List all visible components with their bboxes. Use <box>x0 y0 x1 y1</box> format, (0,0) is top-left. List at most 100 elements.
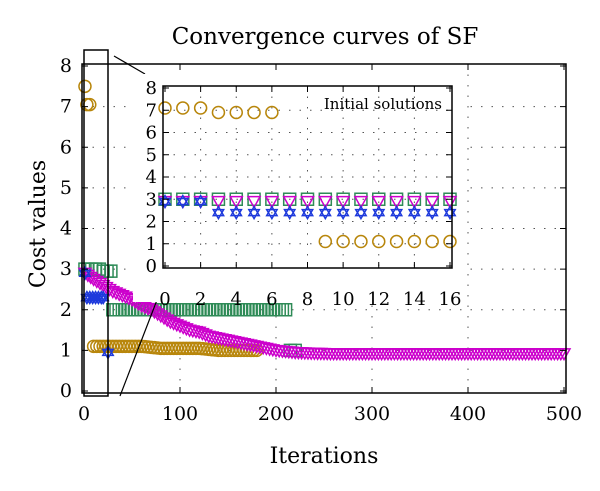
inset-circle-point <box>443 234 457 249</box>
main-circle-point <box>163 341 178 356</box>
main-circle-point <box>224 343 238 358</box>
main-circle-point <box>186 341 200 356</box>
inset-triangle-down-point <box>353 195 369 210</box>
main-plot-marks <box>77 79 572 362</box>
zoom-connector-bottom <box>119 299 158 397</box>
main-circle-point <box>102 339 117 354</box>
inset-circle-point <box>229 105 243 120</box>
main-square-point <box>278 303 293 317</box>
inset-circle-point <box>211 105 226 120</box>
main-circle-point <box>189 341 203 356</box>
inset-star-point <box>247 205 261 221</box>
y-tick-label: 7 <box>146 100 157 121</box>
y-tick-label: 8 <box>146 78 157 99</box>
zoom-connector-top <box>113 55 146 75</box>
main-circle-point <box>112 339 126 354</box>
zoom-region-box <box>83 49 109 397</box>
main-circle-point <box>106 339 120 354</box>
main-circle-point <box>227 343 242 358</box>
inset-star-point <box>194 193 208 209</box>
x-tick-label: 0 <box>78 403 90 425</box>
main-triangle-down-point <box>118 291 133 305</box>
y-tick-label: 7 <box>60 96 72 118</box>
inset-star-point <box>211 205 225 221</box>
x-tick-label: 12 <box>367 289 390 310</box>
inset-triangle-down-point <box>318 195 333 210</box>
main-circle-point <box>115 339 130 354</box>
y-tick-label: 1 <box>146 234 157 255</box>
x-tick-label: 4 <box>231 289 242 310</box>
inset-star-point <box>176 193 190 209</box>
main-circle-point <box>179 341 194 356</box>
inset-star-point <box>407 205 421 221</box>
inset-star-point <box>318 205 332 221</box>
inset-circle-point <box>158 101 172 115</box>
inset-triangle-down-point <box>389 195 404 210</box>
inset-star-point <box>425 205 439 221</box>
main-triangle-down-point <box>137 301 153 315</box>
inset-circle-point <box>425 234 439 249</box>
inset-circle-point <box>193 101 208 115</box>
inset-circle-point <box>318 234 333 249</box>
x-tick-label: 8 <box>302 289 313 310</box>
main-triangle-down-point <box>102 283 117 297</box>
main-circle-point <box>166 341 181 356</box>
main-triangle-down-point <box>169 319 185 333</box>
inset-triangle-down-point <box>407 195 422 210</box>
y-tick-label: 8 <box>60 55 72 77</box>
inset-triangle-down-point <box>424 195 440 210</box>
main-circle-point <box>78 79 92 94</box>
main-circle-point <box>160 341 174 356</box>
y-tick-label: 6 <box>60 136 72 158</box>
inset-circle-point <box>176 101 190 115</box>
main-triangle-down-point <box>105 285 121 300</box>
inset-background <box>133 74 467 302</box>
inset-triangle-down-point <box>282 195 297 210</box>
inset-circle-point <box>265 105 279 120</box>
inset-legend-label: Initial solutions <box>324 95 442 113</box>
x-tick-label: 0 <box>159 289 170 310</box>
x-tick-label: 100 <box>162 403 198 425</box>
x-tick-label: 500 <box>546 403 582 425</box>
main-circle-point <box>118 339 133 354</box>
main-triangle-down-point <box>166 317 181 331</box>
x-tick-label: 2 <box>195 289 206 310</box>
main-square-point <box>104 264 118 278</box>
y-tick-label: 3 <box>146 189 157 210</box>
inset-square-point <box>176 192 190 206</box>
inset-circle-point <box>354 234 368 249</box>
main-triangle-down-point <box>175 321 191 335</box>
y-axis-label: Cost values <box>26 160 51 288</box>
main-triangle-down-point <box>191 326 207 340</box>
main-triangle-down-point <box>115 289 130 304</box>
main-triangle-down-point <box>111 288 127 302</box>
x-tick-label: 6 <box>266 289 277 310</box>
main-circle-point <box>109 339 123 354</box>
inset-star-point <box>283 205 297 221</box>
y-tick-label: 3 <box>60 258 72 280</box>
inset-triangle-down-point <box>371 195 387 210</box>
y-tick-label: 5 <box>146 145 157 166</box>
inset-star-point <box>229 205 243 221</box>
inset-triangle-down-point <box>300 195 315 210</box>
x-tick-label: 16 <box>439 289 462 310</box>
y-tick-label: 2 <box>146 212 157 233</box>
inset-star-point <box>354 205 368 221</box>
main-circle-point <box>221 343 235 358</box>
x-axis-label: Iterations <box>270 444 379 469</box>
main-circle-point <box>173 341 187 356</box>
y-tick-label: 4 <box>146 167 157 188</box>
main-circle-point <box>170 341 184 356</box>
inset-plot-marks <box>157 101 458 249</box>
y-tick-label: 5 <box>60 177 72 199</box>
inset-triangle-down-point <box>335 195 351 210</box>
main-circle-point <box>154 341 168 356</box>
main-circle-point <box>90 339 104 354</box>
main-circle-point <box>125 339 139 354</box>
main-star-point <box>96 290 110 306</box>
x-tick-label: 14 <box>403 289 426 310</box>
y-tick-label: 1 <box>60 339 72 361</box>
main-circle-point <box>131 339 146 354</box>
